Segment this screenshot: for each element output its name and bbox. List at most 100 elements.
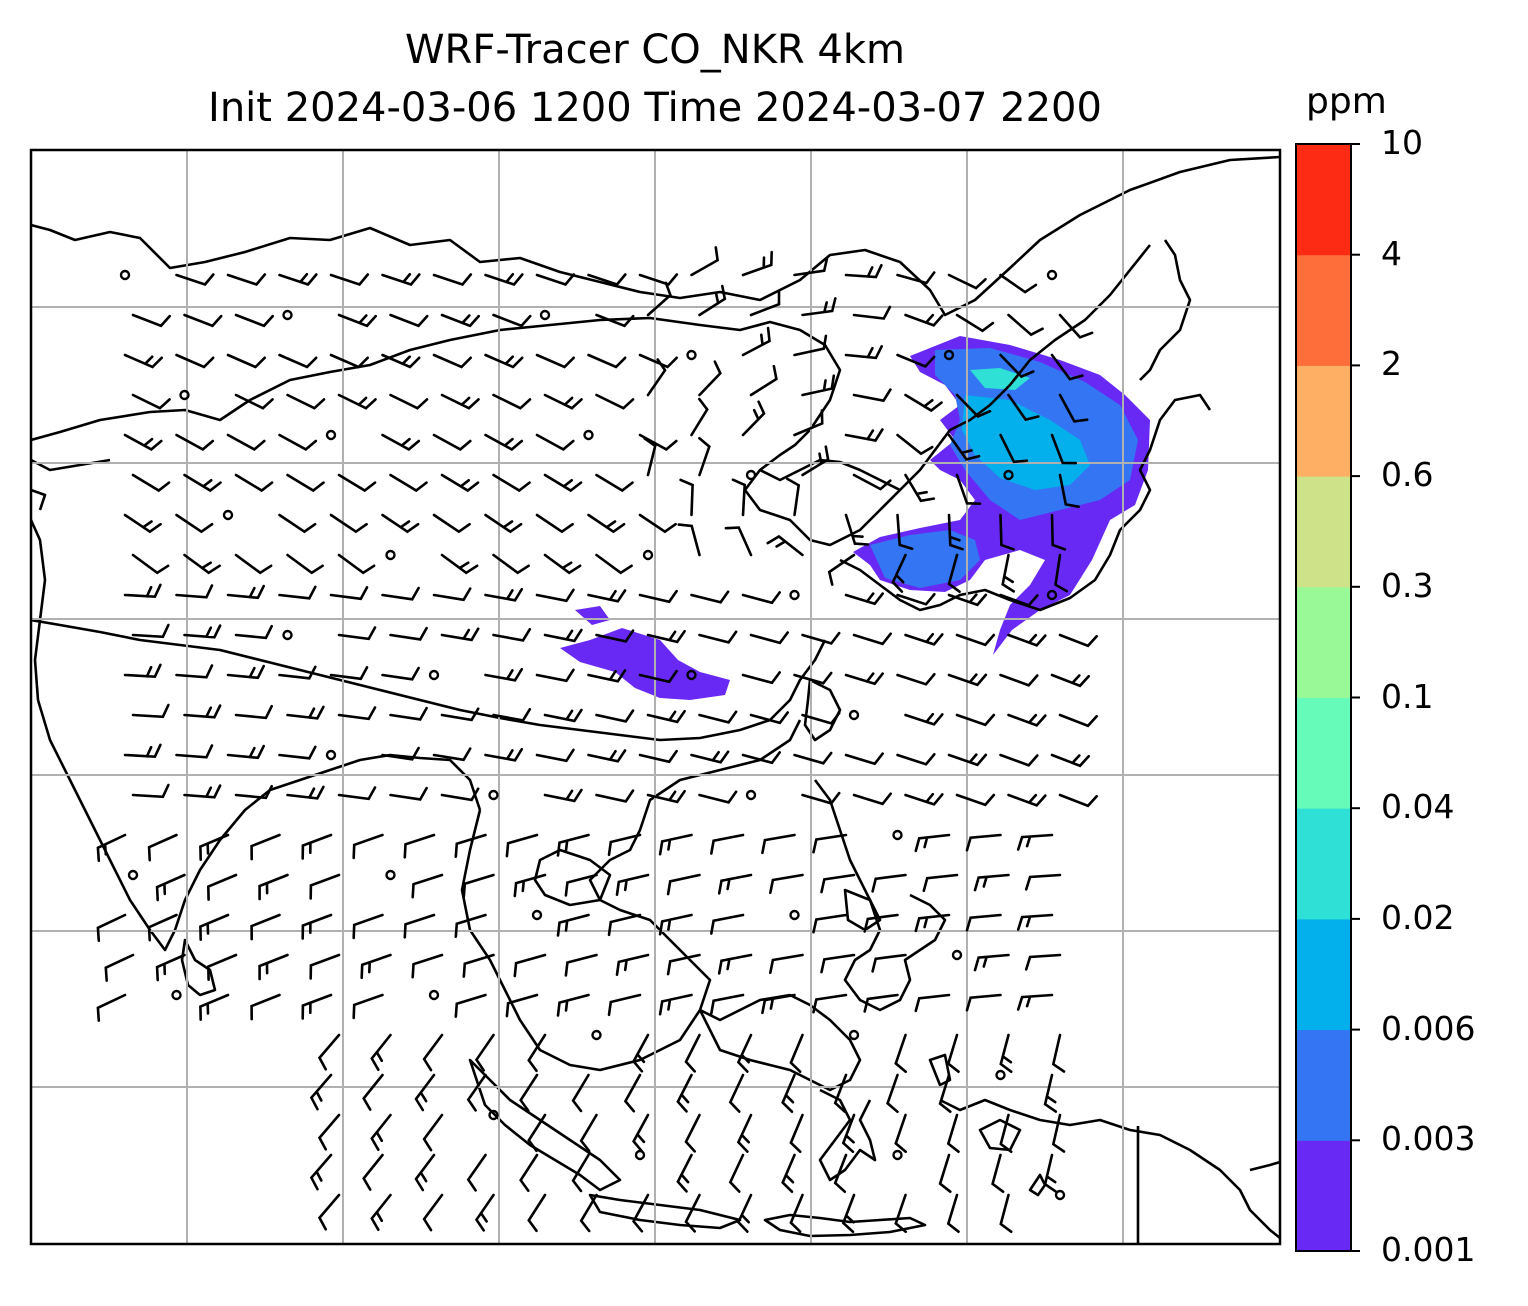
wind-barb: [938, 1153, 952, 1193]
wind-barb: [736, 1113, 753, 1153]
wind-barb: [833, 1073, 848, 1113]
wind-barb: [226, 744, 265, 760]
wind-barb: [871, 953, 907, 973]
wind-barb: [337, 626, 377, 641]
wind-barb: [587, 749, 627, 763]
wind-barb: [749, 289, 781, 317]
wind-calm-marker: [1046, 589, 1058, 601]
wind-barb: [947, 673, 988, 687]
wind-barb: [1058, 633, 1098, 648]
wind-barb: [896, 433, 934, 456]
wind-barb: [666, 953, 701, 976]
wind-barb: [793, 256, 829, 277]
map-frame: [29, 148, 1282, 1246]
wind-barb: [352, 833, 384, 860]
wind-barb: [886, 1073, 899, 1114]
wind-barb: [820, 873, 856, 894]
wind-barb: [131, 553, 170, 575]
wind-barb: [789, 1193, 804, 1233]
wind-barb: [123, 663, 162, 679]
wind-calm-marker: [892, 829, 903, 841]
wind-barb: [278, 745, 317, 760]
wind-barb: [301, 913, 333, 940]
wind-barb: [595, 313, 635, 328]
wind-barb: [1001, 553, 1015, 593]
wind-barb: [234, 313, 274, 328]
wind-calm-marker: [222, 509, 234, 521]
wind-barb: [698, 710, 738, 724]
wind-barb: [278, 585, 317, 600]
wind-barb: [389, 626, 428, 641]
wind-barb: [841, 1193, 856, 1234]
wind-barb: [658, 913, 693, 936]
wind-barb: [965, 993, 1002, 1012]
wind-calm-marker: [179, 389, 190, 401]
wind-barb: [587, 669, 627, 683]
wind-calm-marker: [583, 429, 594, 441]
wind-barb: [896, 271, 936, 285]
wind-barb: [403, 833, 436, 859]
wind-barb: [381, 433, 421, 451]
wind-barb: [852, 792, 892, 806]
wind-barb: [999, 1033, 1013, 1073]
wind-barb: [914, 833, 951, 853]
wind-barbs: [96, 246, 1098, 1234]
wind-barb: [286, 473, 325, 493]
wind-barb: [955, 473, 982, 505]
wind-barb: [1050, 513, 1067, 551]
wind-barb: [352, 913, 384, 940]
wind-barb: [199, 993, 230, 1021]
wind-barb: [761, 833, 796, 855]
wind-barb: [1016, 833, 1054, 851]
wind-barb: [381, 746, 420, 761]
wind-barb: [947, 753, 988, 767]
wind-barb: [492, 473, 531, 493]
wind-barb: [250, 913, 281, 941]
wind-barb: [317, 1033, 341, 1071]
wind-barb: [579, 1193, 598, 1233]
wind-barb: [183, 704, 222, 719]
wind-barb: [833, 1153, 848, 1193]
wind-barb: [234, 393, 274, 410]
wind-barb: [1058, 393, 1089, 423]
wind-barb: [741, 591, 781, 605]
wind-barb: [543, 553, 582, 575]
wind-barb: [389, 473, 428, 493]
wind-barb: [278, 273, 318, 287]
wind-barb: [894, 1193, 907, 1234]
wind-barb: [432, 433, 472, 451]
wind-barb: [389, 706, 428, 721]
wind-barb: [717, 953, 753, 975]
wind-barb: [801, 445, 830, 477]
wind-calm-marker: [1046, 269, 1058, 281]
wind-barb: [1050, 753, 1090, 768]
wind-barb: [646, 358, 667, 397]
wind-barb: [175, 353, 215, 369]
wind-barb: [131, 313, 171, 328]
wind-barb: [728, 1153, 745, 1193]
wind-barb: [556, 913, 590, 937]
wind-barb: [801, 374, 836, 397]
wind-barb: [440, 393, 480, 410]
wind-barb: [484, 747, 524, 762]
colorbar-tick-label: 0.6: [1381, 455, 1434, 495]
wind-barb: [492, 313, 532, 328]
wind-calm-marker: [642, 549, 654, 561]
wind-barb: [226, 584, 265, 600]
plume-level-3: [962, 395, 1090, 490]
wind-barb: [615, 873, 650, 896]
wind-barb: [535, 353, 575, 369]
wind-barb: [789, 1033, 804, 1073]
wind-calm-marker: [892, 1149, 903, 1161]
colorbar-unit-label: ppm: [1306, 81, 1387, 122]
wind-barb: [543, 708, 583, 723]
wind-barb: [381, 513, 420, 534]
wind-barb: [710, 833, 745, 855]
wind-barb: [736, 1193, 753, 1233]
colorbar-tick-label: 4: [1381, 233, 1402, 273]
wind-calm-marker: [1054, 1189, 1066, 1201]
wind-barb: [440, 627, 480, 642]
wind-barb: [175, 744, 214, 759]
wind-barb: [947, 553, 961, 593]
wind-barb: [543, 393, 583, 410]
